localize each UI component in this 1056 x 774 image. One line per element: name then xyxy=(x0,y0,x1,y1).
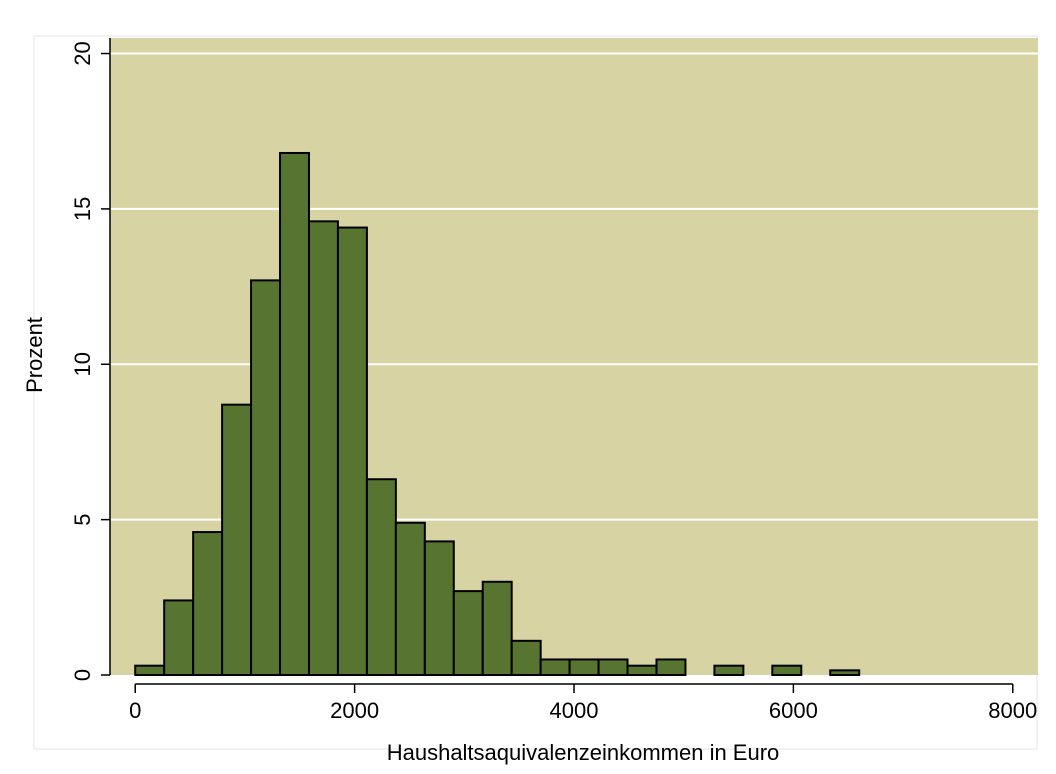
x-tick-label: 8000 xyxy=(988,698,1037,723)
y-ticks: 0 5 10 15 20 xyxy=(70,41,110,681)
histogram-bar xyxy=(221,403,253,676)
y-tick-label: 20 xyxy=(70,41,95,65)
histogram-bar xyxy=(829,669,861,677)
histogram-bar xyxy=(510,639,542,677)
histogram-bar xyxy=(336,226,368,676)
histogram-bar xyxy=(655,658,687,677)
histogram-bar xyxy=(192,531,224,676)
histogram-bar xyxy=(365,478,397,676)
histogram-bar xyxy=(423,540,455,677)
histogram-bar xyxy=(539,658,571,677)
y-tick-label: 10 xyxy=(70,352,95,376)
histogram-bar xyxy=(394,521,426,676)
y-tick-label: 0 xyxy=(70,669,95,681)
x-axis-title: Haushaltsaquivalenzeinkommen in Euro xyxy=(387,740,780,765)
histogram-bar xyxy=(134,664,166,676)
histogram-bar xyxy=(163,599,195,676)
x-tick-label: 6000 xyxy=(769,698,818,723)
histogram-bar xyxy=(771,664,803,676)
histogram-bar xyxy=(307,220,339,677)
x-ticks: 0 2000 4000 6000 8000 xyxy=(129,683,1037,723)
y-axis-title: Prozent xyxy=(22,317,47,393)
y-tick-label: 15 xyxy=(70,197,95,221)
histogram-bar xyxy=(481,580,513,677)
histogram-bar xyxy=(597,658,629,677)
histogram-bar xyxy=(452,590,484,676)
histogram-bar xyxy=(713,664,745,676)
histogram-bar xyxy=(568,658,600,677)
bars xyxy=(134,151,861,677)
y-tick-label: 5 xyxy=(70,514,95,526)
histogram-bar xyxy=(279,151,310,677)
x-tick-label: 0 xyxy=(129,698,141,723)
x-tick-label: 4000 xyxy=(550,698,599,723)
x-tick-label: 2000 xyxy=(330,698,379,723)
histogram-bar xyxy=(250,279,282,676)
histogram-bar xyxy=(626,664,658,676)
